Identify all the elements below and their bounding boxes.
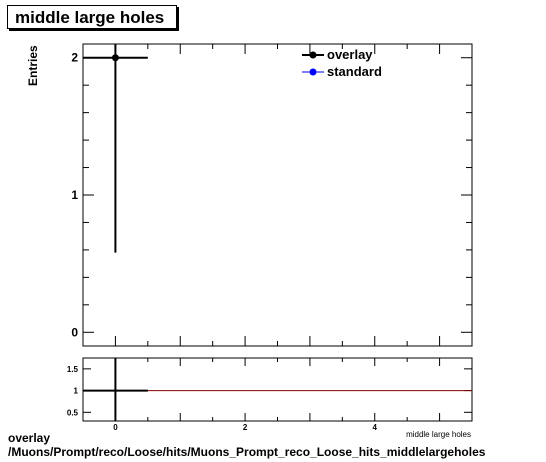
legend-standard-marker bbox=[309, 68, 317, 76]
overlay-data-point bbox=[111, 54, 119, 62]
ratio-y-tick-label: 1.5 bbox=[67, 365, 79, 374]
footer-line-2: /Muons/Prompt/reco/Loose/hits/Muons_Prom… bbox=[8, 445, 486, 459]
legend-overlay-marker bbox=[309, 51, 317, 59]
x-tick-label: 4 bbox=[373, 423, 378, 432]
y-tick-label: 2 bbox=[71, 51, 78, 65]
legend: overlay standard bbox=[302, 47, 382, 79]
legend-overlay-label: overlay bbox=[327, 47, 373, 62]
x-axis-label: middle large holes bbox=[406, 430, 471, 439]
y-tick-label: 1 bbox=[71, 188, 78, 202]
ratio-y-tick-label: 1 bbox=[74, 387, 79, 396]
y-tick-label: 0 bbox=[71, 325, 78, 339]
footer-line-1: overlay bbox=[8, 431, 51, 445]
ratio-y-tick-label: 0.5 bbox=[67, 408, 79, 417]
x-tick-label: 2 bbox=[243, 423, 248, 432]
chart-title: middle large holes bbox=[7, 5, 177, 29]
y-axis-label: Entries bbox=[26, 45, 40, 86]
ratio-plot-frame bbox=[82, 357, 473, 422]
main-plot-frame bbox=[82, 43, 473, 347]
x-tick-label: 0 bbox=[113, 423, 118, 432]
legend-standard-label: standard bbox=[327, 64, 382, 79]
